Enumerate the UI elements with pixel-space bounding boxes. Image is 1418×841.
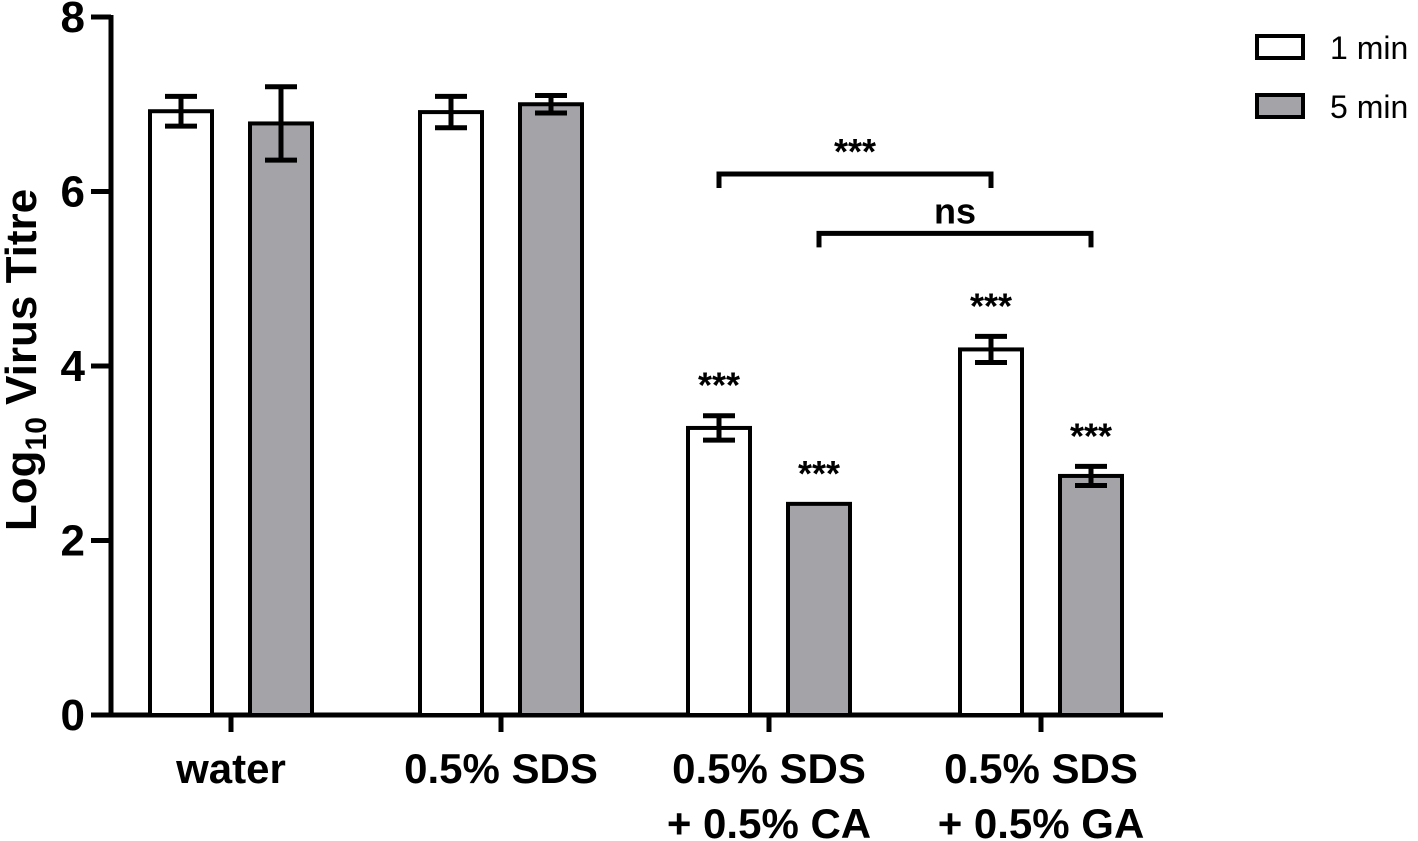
comparison-brackets: *** ns (716, 131, 1094, 248)
significance-label: *** (1070, 415, 1112, 456)
legend-swatch (1255, 93, 1305, 119)
comparison-bracket (816, 230, 1094, 248)
x-tick-label-line2: + 0.5% GA (938, 800, 1145, 841)
comparison-label: *** (834, 131, 876, 172)
bars: *** *** *** *** (148, 84, 1124, 718)
x-tick-label-line2: + 0.5% CA (667, 800, 871, 841)
legend-swatch (1255, 34, 1305, 60)
y-tick-label: 6 (61, 168, 85, 217)
comparison-label: ns (934, 190, 976, 231)
bar (958, 347, 1024, 717)
x-tick-label: 0.5% SDS (944, 745, 1138, 792)
legend-label: 1 min (1330, 30, 1408, 66)
bar (518, 102, 584, 717)
y-tick-label: 4 (61, 342, 86, 391)
y-tick-label: 8 (61, 0, 85, 42)
significance-label: *** (798, 453, 840, 494)
x-tick-label: 0.5% SDS (672, 745, 866, 792)
bar (248, 121, 314, 717)
bar (686, 425, 752, 717)
y-tick-label: 2 (61, 517, 85, 566)
comparison-bracket (716, 171, 994, 189)
significance-label: *** (970, 285, 1012, 326)
bar (786, 501, 852, 718)
x-tick-label: water (175, 745, 286, 792)
y-axis-label: Log10 Virus Titre (0, 189, 53, 531)
bar (1058, 473, 1124, 717)
legend-label: 5 min (1330, 89, 1408, 125)
significance-label: *** (698, 365, 740, 406)
bar (148, 109, 214, 718)
bar (418, 110, 484, 718)
legend: 1 min 5 min (1255, 30, 1408, 125)
x-tick-label: 0.5% SDS (404, 745, 598, 792)
y-tick-label: 0 (61, 691, 85, 740)
